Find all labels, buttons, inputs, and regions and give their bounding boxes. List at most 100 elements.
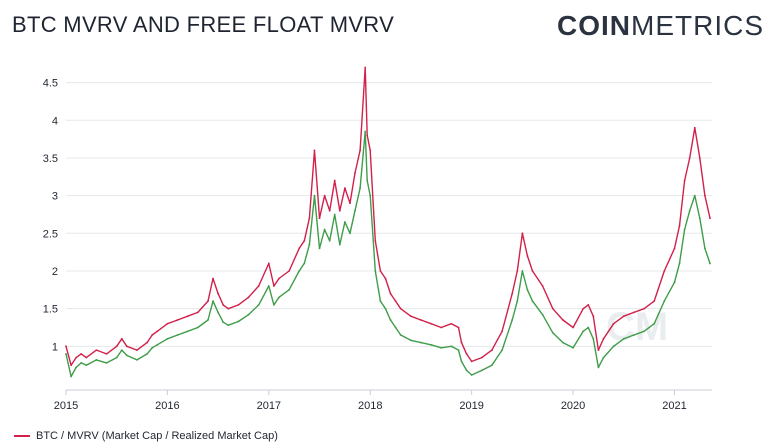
data-point-free-float-mvrv <box>308 243 311 246</box>
data-point-mvrv <box>562 319 564 321</box>
data-point-free-float-mvrv <box>369 194 372 197</box>
data-point-mvrv <box>217 292 220 295</box>
data-point-free-float-mvrv <box>480 369 483 372</box>
data-point-free-float-mvrv <box>709 262 711 265</box>
data-point-mvrv <box>516 270 519 272</box>
data-point-mvrv <box>95 349 98 351</box>
data-point-free-float-mvrv <box>394 326 397 329</box>
data-point-mvrv <box>480 356 483 359</box>
data-point-free-float-mvrv <box>186 330 189 333</box>
x-tick-label: 2021 <box>662 400 686 412</box>
data-point-free-float-mvrv <box>222 321 225 324</box>
chart-legend[interactable]: BTC / MVRV (Market Cap / Realized Market… <box>14 428 278 444</box>
data-point-mvrv <box>303 239 306 242</box>
data-point-free-float-mvrv <box>288 288 291 291</box>
data-point-mvrv <box>272 285 275 287</box>
data-point-free-float-mvrv <box>115 356 118 359</box>
data-point-free-float-mvrv <box>587 326 590 329</box>
data-point-mvrv <box>156 330 159 333</box>
data-point-mvrv <box>653 300 656 303</box>
data-point-free-float-mvrv <box>125 354 128 357</box>
data-point-mvrv <box>125 345 128 348</box>
data-point-mvrv <box>328 209 331 212</box>
data-point-mvrv <box>136 349 138 351</box>
data-point-free-float-mvrv <box>501 349 503 351</box>
data-point-free-float-mvrv <box>704 247 706 250</box>
data-point-free-float-mvrv <box>389 319 392 321</box>
data-point-free-float-mvrv <box>470 374 473 376</box>
data-point-free-float-mvrv <box>516 300 519 303</box>
data-point-mvrv <box>612 322 615 325</box>
data-point-mvrv <box>673 247 676 250</box>
series-line-free-float-mvrv <box>65 130 711 378</box>
data-point-mvrv <box>511 292 514 295</box>
data-point-mvrv <box>369 149 372 152</box>
data-point-free-float-mvrv <box>663 300 666 303</box>
data-point-mvrv <box>318 217 321 220</box>
data-point-free-float-mvrv <box>430 343 432 346</box>
x-tick-label: 2019 <box>459 400 483 412</box>
y-tick-label: 2 <box>52 266 58 278</box>
data-point-mvrv <box>470 360 473 363</box>
y-tick-label: 1.5 <box>43 304 58 316</box>
data-point-free-float-mvrv <box>278 296 280 299</box>
data-point-mvrv <box>278 277 280 280</box>
data-point-mvrv <box>267 262 270 265</box>
data-point-mvrv <box>409 315 412 318</box>
data-point-free-float-mvrv <box>409 339 412 342</box>
data-point-free-float-mvrv <box>622 337 625 340</box>
data-point-free-float-mvrv <box>156 343 159 346</box>
chart-title: BTC MVRV AND FREE FLOAT MVRV <box>12 12 395 37</box>
data-point-free-float-mvrv <box>693 194 696 197</box>
data-point-mvrv <box>65 345 67 348</box>
data-point-free-float-mvrv <box>359 187 361 189</box>
data-point-mvrv <box>582 307 585 310</box>
data-point-free-float-mvrv <box>633 334 635 336</box>
series-line-mvrv <box>65 66 711 366</box>
data-point-free-float-mvrv <box>207 319 209 321</box>
data-point-free-float-mvrv <box>176 334 179 336</box>
data-point-mvrv <box>384 277 387 280</box>
data-point-free-float-mvrv <box>440 346 443 349</box>
y-tick-label: 3.5 <box>43 153 58 165</box>
data-point-free-float-mvrv <box>384 307 387 310</box>
legend-swatch-mvrv <box>14 435 30 437</box>
coinmetrics-logo: COINMETRICS <box>557 10 764 42</box>
data-point-free-float-mvrv <box>349 232 351 235</box>
data-point-mvrv <box>298 247 301 250</box>
data-point-free-float-mvrv <box>399 334 402 336</box>
data-point-free-float-mvrv <box>366 179 369 182</box>
data-point-free-float-mvrv <box>85 364 88 367</box>
data-point-free-float-mvrv <box>582 330 585 333</box>
data-point-free-float-mvrv <box>531 300 534 303</box>
data-point-free-float-mvrv <box>303 262 306 265</box>
data-point-mvrv <box>70 364 72 367</box>
data-point-free-float-mvrv <box>643 330 645 333</box>
data-point-mvrv <box>551 307 554 310</box>
data-point-mvrv <box>531 270 534 272</box>
data-point-mvrv <box>592 315 595 318</box>
data-point-free-float-mvrv <box>683 228 686 231</box>
data-point-free-float-mvrv <box>521 270 524 272</box>
data-point-free-float-mvrv <box>105 362 108 364</box>
data-point-mvrv <box>457 326 460 329</box>
data-point-mvrv <box>115 345 118 348</box>
data-point-free-float-mvrv <box>267 285 270 287</box>
data-point-free-float-mvrv <box>491 364 493 367</box>
data-point-mvrv <box>308 217 311 220</box>
logo-bold-text: COIN <box>557 10 631 41</box>
data-point-mvrv <box>460 341 463 344</box>
data-point-free-float-mvrv <box>95 358 98 361</box>
data-point-free-float-mvrv <box>343 221 346 223</box>
data-point-free-float-mvrv <box>541 313 544 316</box>
data-point-free-float-mvrv <box>602 356 605 359</box>
data-point-mvrv <box>602 337 605 340</box>
data-point-free-float-mvrv <box>65 352 67 355</box>
data-point-free-float-mvrv <box>338 243 341 246</box>
data-point-free-float-mvrv <box>653 322 656 325</box>
cm-watermark: CM <box>606 305 669 349</box>
x-tick-label: 2015 <box>54 400 78 412</box>
data-point-free-float-mvrv <box>166 337 169 340</box>
data-point-mvrv <box>146 341 149 344</box>
data-point-mvrv <box>394 300 397 303</box>
